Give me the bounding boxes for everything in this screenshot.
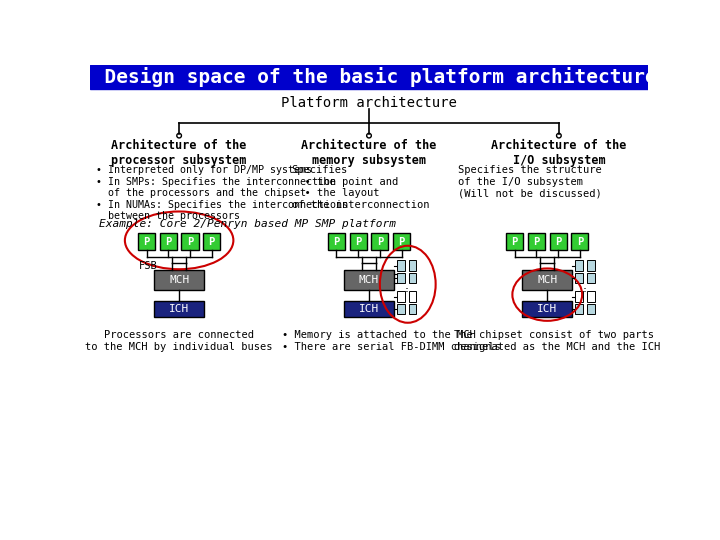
Text: Architecture of the
I/O subsystem: Architecture of the I/O subsystem (491, 139, 626, 167)
Bar (90, 65, 648, 90)
Text: MCH: MCH (537, 275, 557, 286)
Bar (408, 260, 416, 271)
Bar (523, 301, 572, 316)
Bar (408, 303, 416, 314)
Bar (575, 260, 583, 271)
Bar (181, 233, 199, 251)
Text: .: . (404, 281, 408, 295)
Bar (408, 273, 416, 284)
Bar (344, 271, 394, 291)
Text: P: P (555, 237, 561, 247)
Text: P: P (209, 237, 215, 247)
Bar (350, 233, 366, 251)
Text: ICH: ICH (537, 304, 557, 314)
Text: FSB: FSB (139, 261, 158, 271)
Bar (397, 273, 405, 284)
Text: P: P (577, 237, 583, 247)
Bar (549, 233, 567, 251)
Bar (587, 303, 595, 314)
Bar (328, 233, 345, 251)
Bar (575, 303, 583, 314)
Text: ICH: ICH (169, 304, 189, 314)
Bar (587, 291, 595, 302)
Bar (587, 260, 595, 271)
Bar (372, 233, 388, 251)
Bar (397, 260, 405, 271)
Bar (154, 271, 204, 291)
Text: .: . (582, 279, 587, 292)
Text: MCH: MCH (359, 275, 379, 286)
Text: P: P (377, 237, 383, 247)
Text: P: P (187, 237, 193, 247)
Bar (575, 291, 583, 302)
Text: MCH: MCH (169, 275, 189, 286)
Bar (523, 271, 572, 291)
Bar (506, 233, 523, 251)
Bar (571, 233, 588, 251)
Bar (397, 303, 405, 314)
Text: Example: Core 2/Penryn based MP SMP platform: Example: Core 2/Penryn based MP SMP plat… (99, 219, 396, 229)
Bar (528, 233, 545, 251)
Text: P: P (333, 237, 340, 247)
Text: P: P (165, 237, 171, 247)
Text: Architecture of the
memory subsystem: Architecture of the memory subsystem (301, 139, 437, 167)
Bar (138, 233, 155, 251)
Text: • Interpreted only for DP/MP systems
• In SMPs: Specifies the interconnection
  : • Interpreted only for DP/MP systems • I… (96, 165, 348, 221)
Bar (203, 233, 220, 251)
Text: • Memory is attached to the MCH
• There are serial FB-DIMM channels: • Memory is attached to the MCH • There … (282, 330, 501, 352)
Bar (397, 291, 405, 302)
Text: Architecture of the
processor subsystem: Architecture of the processor subsystem (112, 139, 247, 167)
Text: Platform architecture: Platform architecture (281, 96, 457, 110)
Text: P: P (398, 237, 405, 247)
Text: 3. 1  Design space of the basic platform architecture (1): 3. 1 Design space of the basic platform … (34, 67, 704, 87)
Text: Specifies
  • the point and
  • the layout
of the interconnection: Specifies • the point and • the layout o… (292, 165, 429, 210)
Bar (344, 301, 394, 316)
Text: P: P (143, 237, 150, 247)
Text: The chipset consist of two parts
designated as the MCH and the ICH: The chipset consist of two parts designa… (454, 330, 660, 352)
Text: .: . (582, 281, 587, 295)
Bar (575, 273, 583, 284)
Text: P: P (512, 237, 518, 247)
Bar (587, 273, 595, 284)
Bar (408, 291, 416, 302)
Bar (160, 233, 177, 251)
Text: Processors are connected
to the MCH by individual buses: Processors are connected to the MCH by i… (86, 330, 273, 352)
Bar (393, 233, 410, 251)
Text: Specifies the structure
of the I/O subsystem
(Will not be discussed): Specifies the structure of the I/O subsy… (458, 165, 602, 198)
Text: .: . (404, 279, 408, 292)
Text: P: P (355, 237, 361, 247)
Text: P: P (534, 237, 539, 247)
Text: ICH: ICH (359, 304, 379, 314)
Bar (154, 301, 204, 316)
